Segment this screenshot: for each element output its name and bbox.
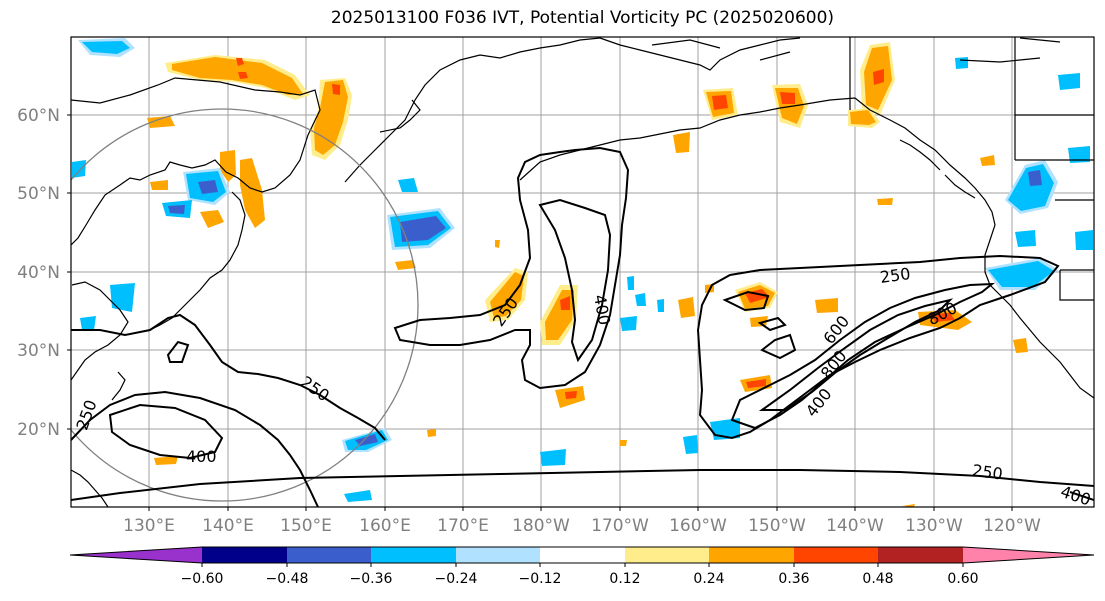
lon-label: 160°W <box>669 516 727 536</box>
colorbar-label: 0.48 <box>862 571 893 587</box>
lon-label: 120°W <box>983 516 1041 536</box>
lat-label: 40°N <box>17 263 60 283</box>
lon-label: 170°E <box>437 516 489 536</box>
lon-label: 180°W <box>512 516 570 536</box>
lon-label: 170°W <box>591 516 649 536</box>
lat-label: 20°N <box>17 420 60 440</box>
colorbar: −0.60 −0.48 −0.36 −0.24 −0.12 0.12 0.24 … <box>69 546 1095 587</box>
colorbar-bin <box>794 547 878 563</box>
colorbar-label: −0.12 <box>519 571 562 587</box>
colorbar-bin <box>456 547 540 563</box>
colorbar-label: 0.24 <box>693 571 724 587</box>
colorbar-bin <box>202 547 287 563</box>
lon-label: 140°W <box>826 516 884 536</box>
reference-circle <box>71 108 419 502</box>
lon-label: 160°E <box>359 516 411 536</box>
lat-label: 50°N <box>17 184 60 204</box>
lat-label: 60°N <box>17 106 60 126</box>
colorbar-high-extend <box>963 547 1094 563</box>
colorbar-bin <box>709 547 794 563</box>
lon-label: 150°E <box>280 516 332 536</box>
graticule <box>71 37 1094 507</box>
lat-label: 30°N <box>17 341 60 361</box>
colorbar-bin <box>540 547 625 563</box>
lon-label: 150°W <box>748 516 806 536</box>
colorbar-bin <box>878 547 963 563</box>
colorbar-label: 0.36 <box>778 571 809 587</box>
colorbar-label: 0.12 <box>609 571 640 587</box>
lon-label: 130°W <box>905 516 963 536</box>
colorbar-bin <box>287 547 371 563</box>
ivt-contours <box>71 146 1094 507</box>
longitude-labels: 130°E 140°E 150°E 160°E 170°E 180°W 170°… <box>123 516 1041 536</box>
coastlines <box>71 37 1094 507</box>
colorbar-label: −0.48 <box>266 571 309 587</box>
lon-label: 130°E <box>123 516 175 536</box>
colorbar-bin <box>371 547 456 563</box>
map-title: 2025013100 F036 IVT, Potential Vorticity… <box>330 8 835 28</box>
latitude-labels: 60°N 50°N 40°N 30°N 20°N <box>17 106 60 440</box>
contour-label: 250 <box>879 264 912 287</box>
colorbar-label: −0.24 <box>435 571 478 587</box>
axis-ticks <box>67 114 1013 511</box>
colorbar-low-extend <box>70 547 202 563</box>
colorbar-label: −0.60 <box>181 571 224 587</box>
pv-positive-shading <box>147 42 1028 507</box>
colorbar-label: −0.36 <box>350 571 393 587</box>
lon-label: 140°E <box>202 516 254 536</box>
contour-label: 250 <box>971 461 1004 484</box>
pv-negative-shading <box>72 38 1093 502</box>
colorbar-bin <box>625 547 709 563</box>
contour-label: 400 <box>186 447 217 466</box>
map-panel: 250 400 250 400 250 800 600 800 400 250 … <box>71 37 1094 507</box>
colorbar-label: 0.60 <box>947 571 978 587</box>
